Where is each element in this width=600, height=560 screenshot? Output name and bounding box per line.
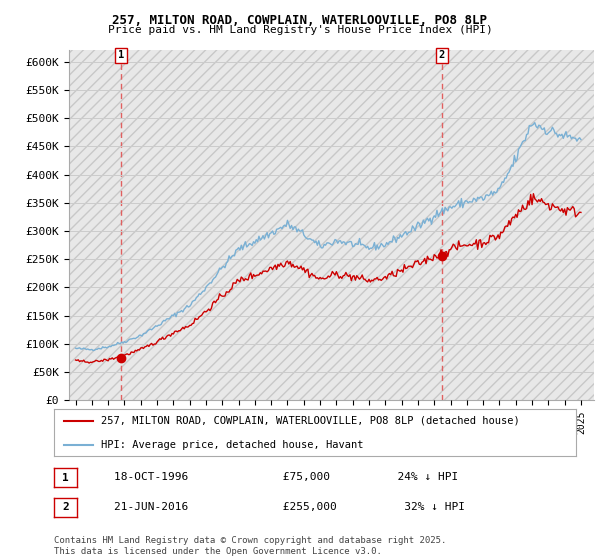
Text: HPI: Average price, detached house, Havant: HPI: Average price, detached house, Hava… [101,440,364,450]
Text: 257, MILTON ROAD, COWPLAIN, WATERLOOVILLE, PO8 8LP (detached house): 257, MILTON ROAD, COWPLAIN, WATERLOOVILL… [101,416,520,426]
Text: Price paid vs. HM Land Registry's House Price Index (HPI): Price paid vs. HM Land Registry's House … [107,25,493,35]
Text: Contains HM Land Registry data © Crown copyright and database right 2025.
This d: Contains HM Land Registry data © Crown c… [54,536,446,556]
Text: 1: 1 [118,50,124,60]
Text: 257, MILTON ROAD, COWPLAIN, WATERLOOVILLE, PO8 8LP: 257, MILTON ROAD, COWPLAIN, WATERLOOVILL… [113,14,487,27]
Text: 18-OCT-1996              £75,000          24% ↓ HPI: 18-OCT-1996 £75,000 24% ↓ HPI [87,472,458,482]
Text: 1: 1 [62,473,69,483]
Text: 2: 2 [439,50,445,60]
Text: 21-JUN-2016              £255,000          32% ↓ HPI: 21-JUN-2016 £255,000 32% ↓ HPI [87,502,465,512]
Text: 2: 2 [62,502,69,512]
